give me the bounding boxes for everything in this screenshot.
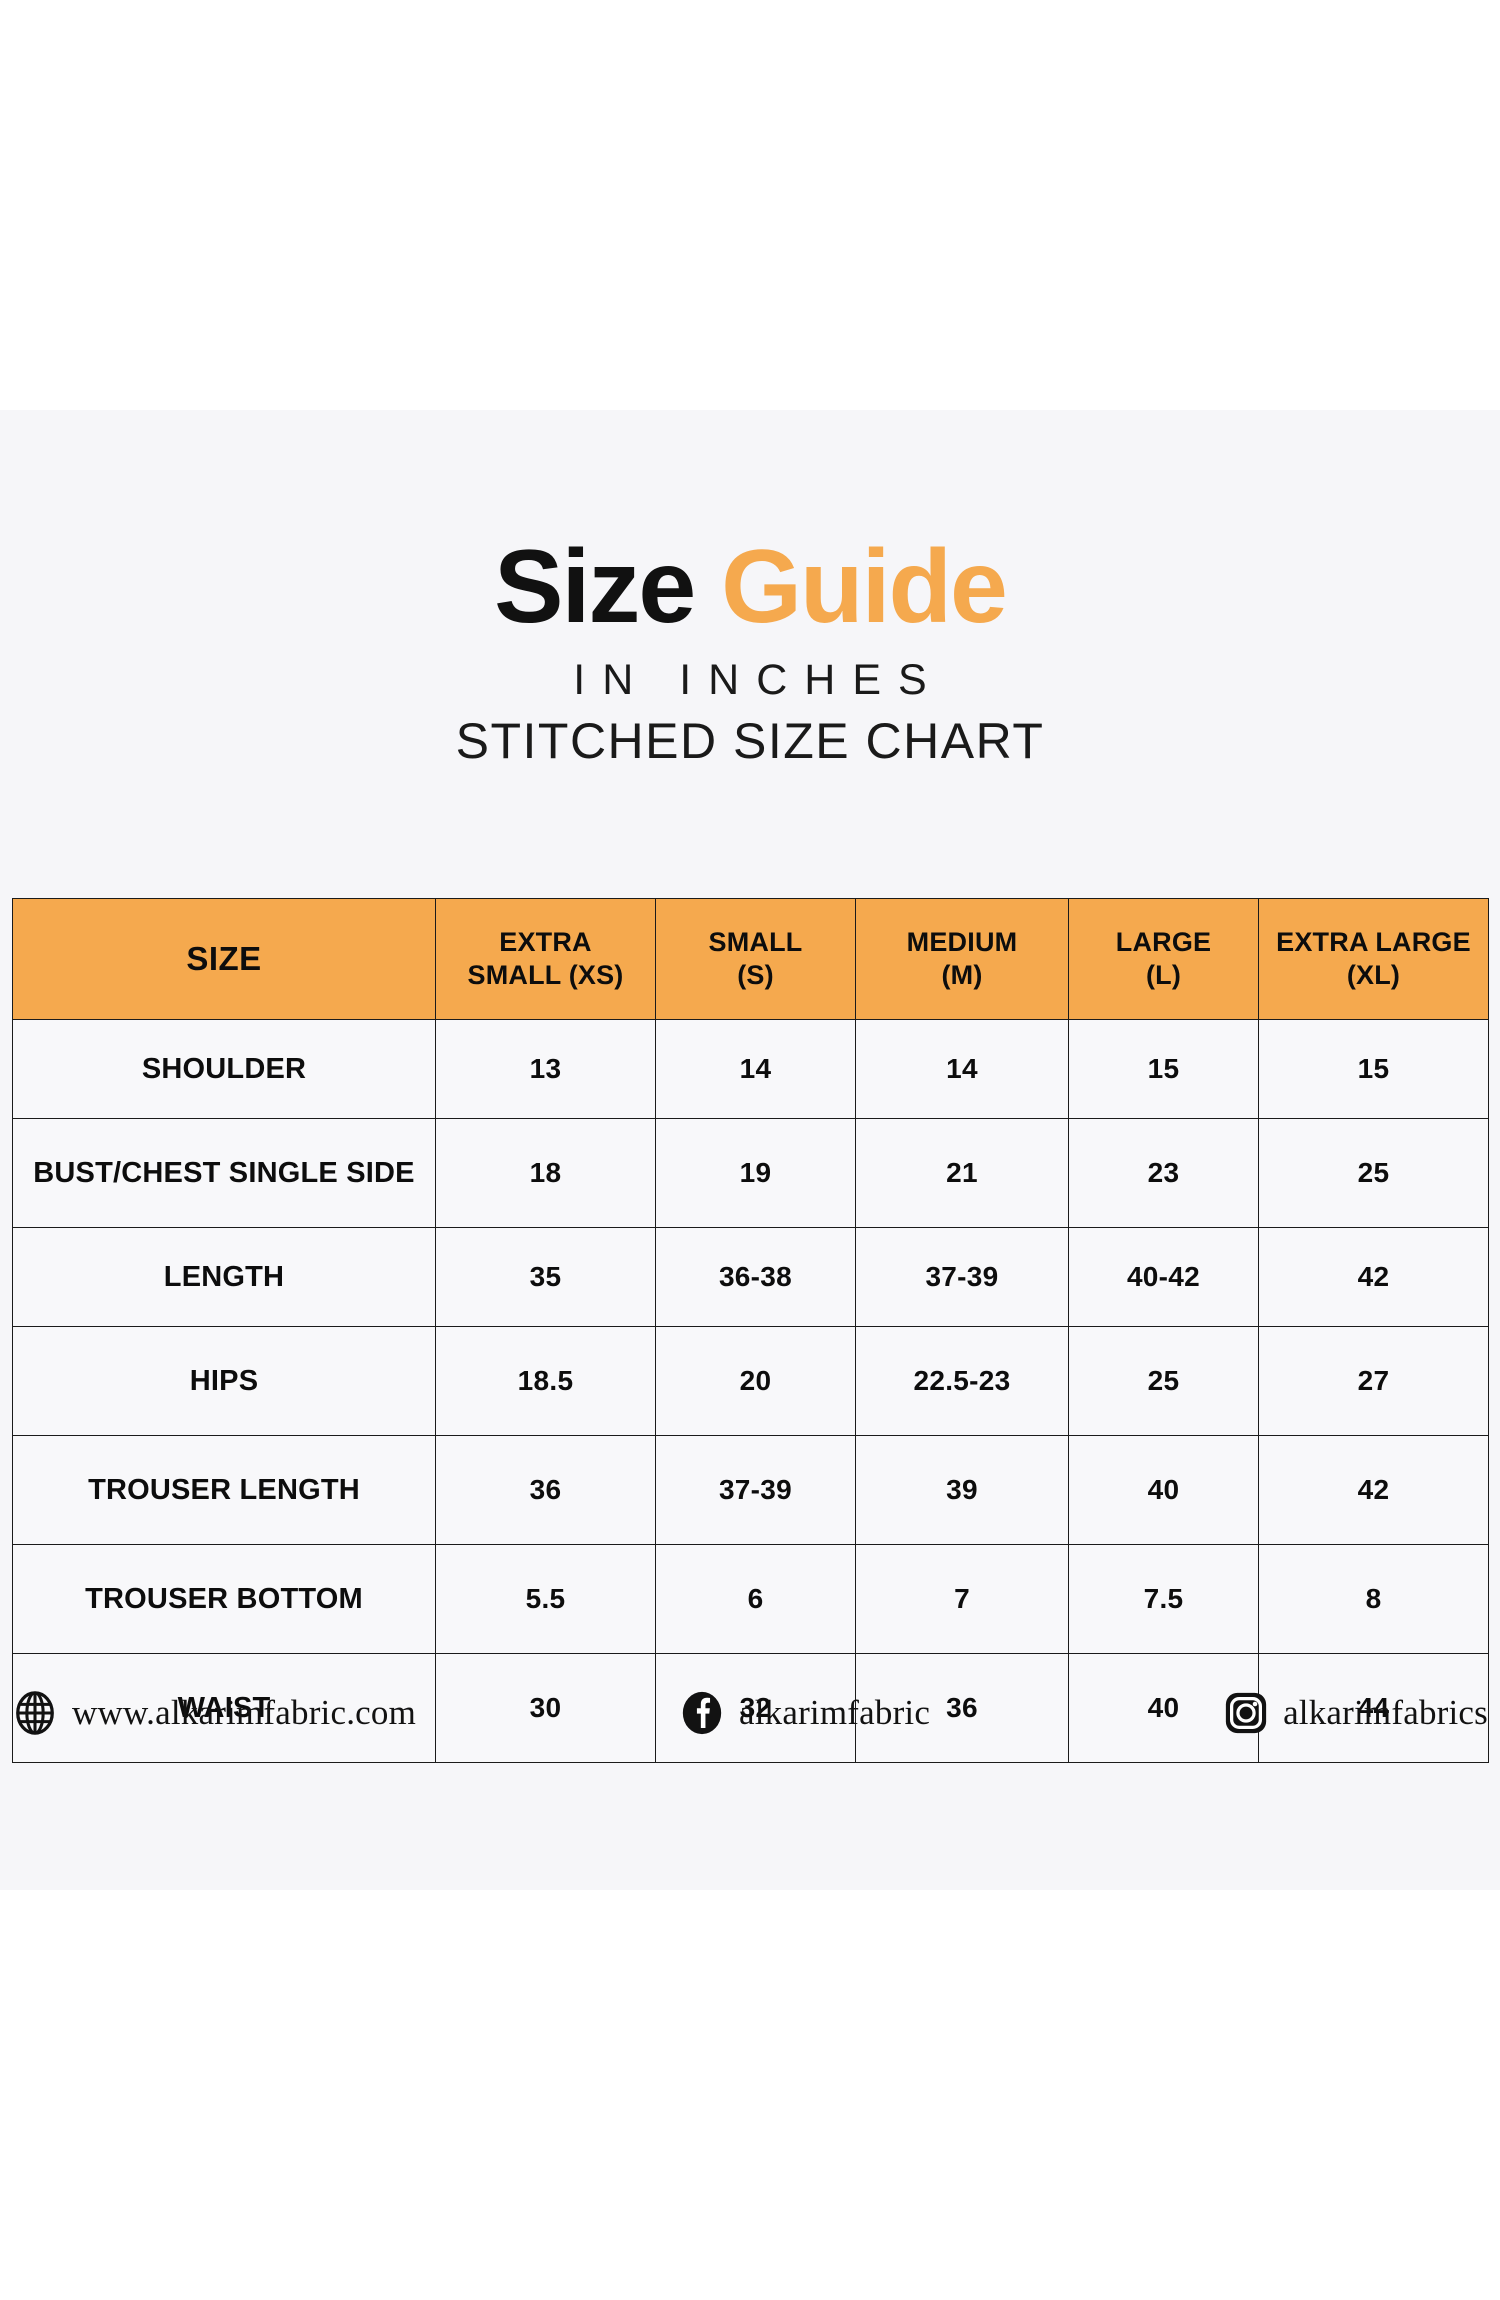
row-label-shoulder: SHOULDER: [12, 1019, 436, 1119]
column-header-size: SIZE: [12, 898, 436, 1020]
footer-website-label: www.alkarimfabric.com: [72, 1693, 417, 1732]
page-title: Size Guide: [0, 535, 1500, 639]
footer-contact-bar: www.alkarimfabric.com alkarimfabric alka…: [12, 1690, 1488, 1736]
cell-trouser-bottom-m: 7: [855, 1544, 1069, 1654]
cell-hips-xs: 18.5: [435, 1326, 656, 1436]
row-label-waist: WAIST: [12, 1653, 436, 1763]
cell-trouser-bottom-xs: 5.5: [435, 1544, 656, 1654]
cell-hips-m: 22.5-23: [855, 1326, 1069, 1436]
table-body: SHOULDER 13 14 14 15 15 BUST/CHEST SINGL…: [12, 1019, 1489, 1763]
cell-hips-xl: 27: [1258, 1326, 1489, 1436]
cell-trouser-bottom-s: 6: [655, 1544, 856, 1654]
cell-length-l: 40-42: [1068, 1227, 1259, 1327]
cell-length-xs: 35: [435, 1227, 656, 1327]
subtitle-units: IN INCHES: [573, 656, 944, 704]
cell-trouser-length-s: 37-39: [655, 1435, 856, 1545]
cell-shoulder-xl: 15: [1258, 1019, 1489, 1119]
column-header-s: SMALL (S): [655, 898, 856, 1020]
globe-icon: [16, 1691, 54, 1735]
cell-waist-xs: 30: [435, 1653, 656, 1763]
cell-trouser-bottom-xl: 8: [1258, 1544, 1489, 1654]
table-row: TROUSER BOTTOM 5.5 6 7 7.5 8: [12, 1544, 1489, 1654]
cell-trouser-length-l: 40: [1068, 1435, 1259, 1545]
table-row: HIPS 18.5 20 22.5-23 25 27: [12, 1326, 1489, 1436]
column-header-l: LARGE (L): [1068, 898, 1259, 1020]
cell-shoulder-m: 14: [855, 1019, 1069, 1119]
cell-trouser-length-xl: 42: [1258, 1435, 1489, 1545]
size-table-container: SIZE EXTRA SMALL (XS) SMALL (S) MEDIUM (…: [12, 898, 1489, 1763]
cell-bust-m: 21: [855, 1118, 1069, 1228]
footer-facebook[interactable]: alkarimfabric: [679, 1690, 930, 1736]
table-header-row: SIZE EXTRA SMALL (XS) SMALL (S) MEDIUM (…: [12, 898, 1489, 1020]
title-dark-word: Size: [494, 529, 696, 645]
cell-length-xl: 42: [1258, 1227, 1489, 1327]
cell-waist-m: 36: [855, 1653, 1069, 1763]
size-chart-table: SIZE EXTRA SMALL (XS) SMALL (S) MEDIUM (…: [12, 898, 1489, 1763]
cell-hips-l: 25: [1068, 1326, 1259, 1436]
footer-instagram[interactable]: alkarimfabrics: [1223, 1690, 1488, 1736]
row-label-trouser-bottom: TROUSER BOTTOM: [12, 1544, 436, 1654]
cell-bust-xs: 18: [435, 1118, 656, 1228]
footer-facebook-label: alkarimfabric: [738, 1693, 931, 1732]
table-row: BUST/CHEST SINGLE SIDE 18 19 21 23 25: [12, 1118, 1489, 1228]
column-header-xl: EXTRA LARGE (XL): [1258, 898, 1489, 1020]
table-row: LENGTH 35 36-38 37-39 40-42 42: [12, 1227, 1489, 1327]
row-label-bust-chest: BUST/CHEST SINGLE SIDE: [12, 1118, 436, 1228]
cell-bust-l: 23: [1068, 1118, 1259, 1228]
cell-trouser-bottom-l: 7.5: [1068, 1544, 1259, 1654]
facebook-icon: [682, 1691, 722, 1735]
cell-length-s: 36-38: [655, 1227, 856, 1327]
cell-shoulder-xs: 13: [435, 1019, 656, 1119]
row-label-trouser-length: TROUSER LENGTH: [12, 1435, 436, 1545]
cell-hips-s: 20: [655, 1326, 856, 1436]
row-label-hips: HIPS: [12, 1326, 436, 1436]
cell-shoulder-l: 15: [1068, 1019, 1259, 1119]
row-label-length: LENGTH: [12, 1227, 436, 1327]
instagram-icon: [1225, 1692, 1267, 1734]
table-row: SHOULDER 13 14 14 15 15: [12, 1019, 1489, 1119]
heading-block: Size Guide IN INCHES STITCHED SIZE CHART: [0, 535, 1500, 769]
cell-length-m: 37-39: [855, 1227, 1069, 1327]
footer-instagram-label: alkarimfabrics: [1283, 1693, 1488, 1732]
cell-trouser-length-m: 39: [855, 1435, 1069, 1545]
cell-bust-s: 19: [655, 1118, 856, 1228]
column-header-xs: EXTRA SMALL (XS): [435, 898, 656, 1020]
column-header-m: MEDIUM (M): [855, 898, 1069, 1020]
subtitle-chart: STITCHED SIZE CHART: [455, 713, 1045, 770]
cell-waist-xl: 44: [1258, 1653, 1489, 1763]
cell-trouser-length-xs: 36: [435, 1435, 656, 1545]
cell-shoulder-s: 14: [655, 1019, 856, 1119]
table-row: TROUSER LENGTH 36 37-39 39 40 42: [12, 1435, 1489, 1545]
cell-bust-xl: 25: [1258, 1118, 1489, 1228]
footer-website[interactable]: www.alkarimfabric.com: [12, 1690, 416, 1736]
table-header: SIZE EXTRA SMALL (XS) SMALL (S) MEDIUM (…: [12, 898, 1489, 1020]
title-accent-word: Guide: [721, 529, 1008, 645]
